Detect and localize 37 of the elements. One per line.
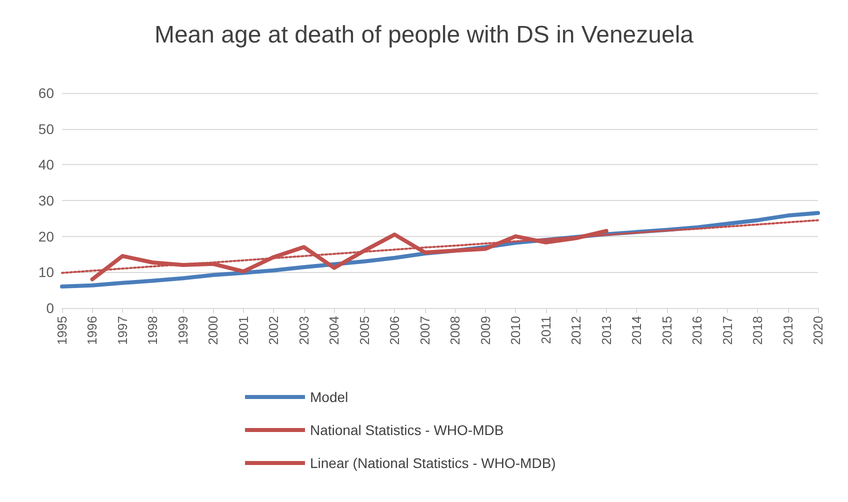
y-tick-label: 10 — [38, 264, 54, 280]
x-tick-label: 1996 — [84, 316, 100, 345]
x-tick-label: 2006 — [387, 316, 402, 345]
x-tick-label: 2013 — [598, 316, 614, 345]
y-tick-label: 60 — [38, 85, 54, 101]
x-tick-label: 2014 — [629, 316, 644, 345]
x-tick-label: 2012 — [568, 316, 584, 345]
x-tick-label: 2003 — [296, 316, 312, 345]
x-tick-label: 2009 — [478, 316, 493, 345]
x-tick-label: 2008 — [448, 316, 463, 345]
x-tick-label: 1995 — [54, 316, 70, 345]
x-tick-label: 2000 — [206, 316, 221, 345]
x-tick-label: 2004 — [326, 316, 342, 345]
x-tick-label: 2010 — [508, 316, 524, 345]
x-tick-label: 2007 — [417, 316, 432, 345]
chart-title: Mean age at death of people with DS in Venezuela — [154, 22, 694, 48]
x-tick-label: 2005 — [356, 316, 372, 345]
x-tick-label: 2018 — [750, 316, 766, 345]
y-tick-label: 30 — [38, 192, 54, 208]
x-tick-label: 1999 — [175, 316, 190, 345]
y-tick-label: 40 — [38, 156, 54, 173]
legend-label: Linear (National Statistics - WHO-MDB) — [310, 455, 556, 471]
legend-label: Model — [310, 389, 348, 405]
x-tick-label: 2015 — [659, 316, 674, 345]
x-tick-label: 2017 — [720, 316, 735, 345]
x-tick-label: 2001 — [236, 316, 251, 345]
x-tick-label: 1997 — [114, 316, 130, 345]
x-tick-label: 2002 — [266, 316, 282, 345]
y-tick-label: 20 — [38, 228, 54, 244]
x-tick-label: 2020 — [810, 316, 826, 345]
x-tick-label: 2016 — [690, 316, 705, 345]
y-tick-label: 50 — [38, 120, 54, 137]
legend-label: National Statistics - WHO-MDB — [310, 422, 504, 438]
x-tick-label: 2019 — [780, 316, 796, 345]
x-tick-label: 2011 — [538, 316, 554, 344]
y-tick-label: 0 — [46, 300, 54, 316]
x-tick-label: 1998 — [145, 316, 160, 345]
